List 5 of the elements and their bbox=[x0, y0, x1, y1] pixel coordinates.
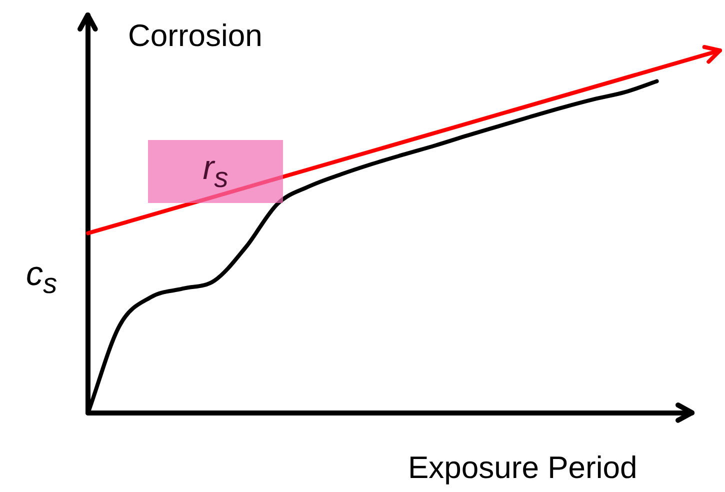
annotation: r$_{s}$ bbox=[202, 148, 228, 194]
text: c$_{s}$ bbox=[26, 255, 58, 301]
label-box: r$_{s}$ bbox=[148, 140, 283, 203]
x-axis-title: Exposure Period bbox=[408, 450, 638, 486]
y-axis-title: Corrosion bbox=[128, 18, 262, 54]
